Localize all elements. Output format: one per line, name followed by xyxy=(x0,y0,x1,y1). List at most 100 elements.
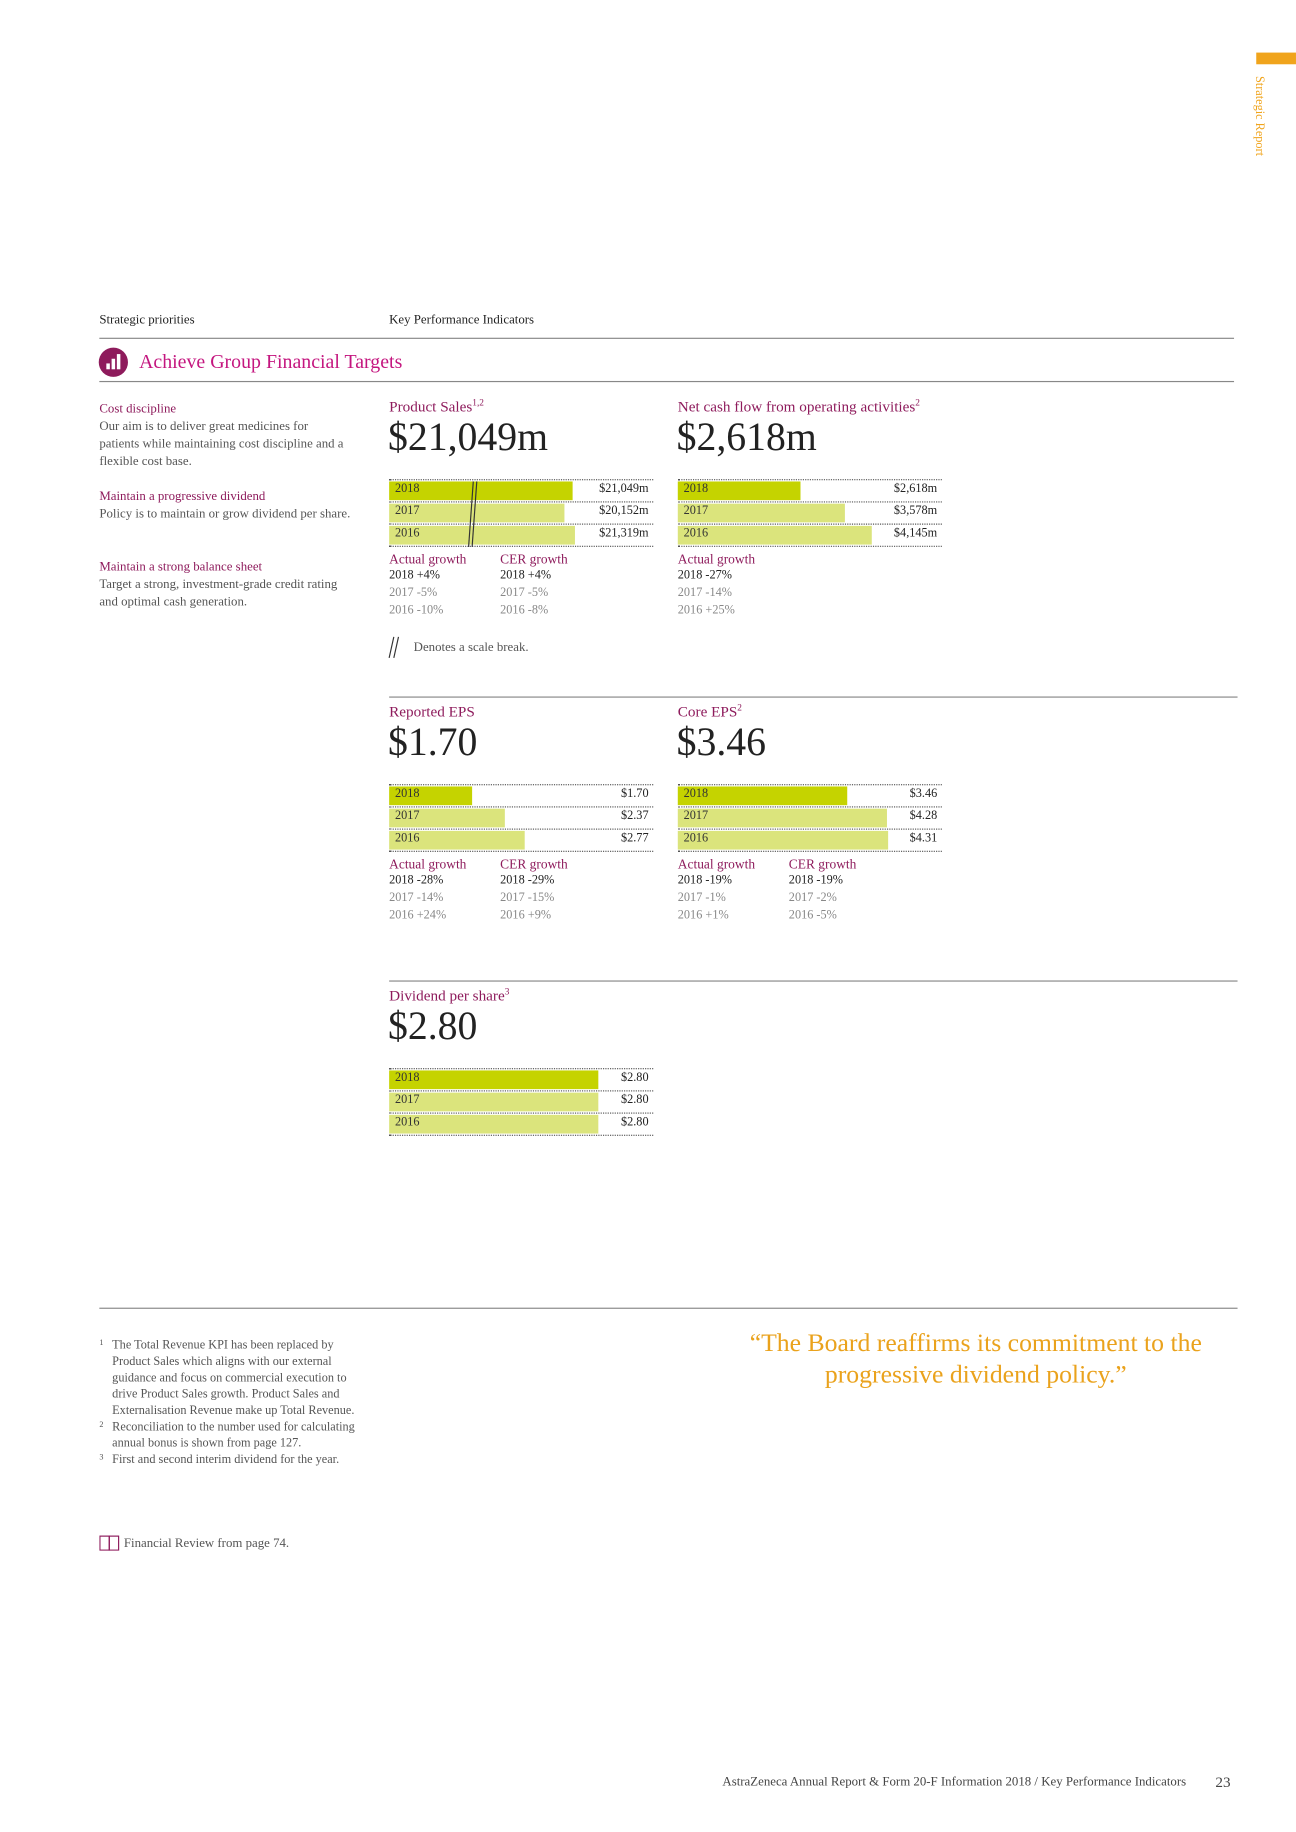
bar-value: $2,618m xyxy=(893,482,938,496)
page-number: 23 xyxy=(1215,1772,1231,1791)
growth-column: CER growth 2018 -29% 2017 -15% 2016 +9% xyxy=(500,858,568,925)
kpi-title-text: Dividend per share xyxy=(389,986,505,1005)
growth-row: 2018 -19% xyxy=(788,874,843,887)
bar-year: 2018 xyxy=(683,482,709,496)
bar-year: 2017 xyxy=(394,809,420,823)
bar-year: 2017 xyxy=(683,504,709,518)
growth-row: 2017 -5% xyxy=(500,586,549,600)
scale-break-icon xyxy=(388,636,400,659)
growth-row: 2016 -10% xyxy=(389,604,444,618)
footnote: 3 First and second interim dividend for t… xyxy=(99,1453,367,1469)
bar-value: $4,145m xyxy=(893,527,938,540)
rule xyxy=(99,1307,1238,1309)
bar-year: 2018 xyxy=(394,787,420,801)
bar-top-rule xyxy=(677,784,942,786)
growth-row: 2018 -28% xyxy=(389,874,444,887)
bar-year: 2017 xyxy=(394,1093,420,1107)
bar xyxy=(389,1070,599,1090)
bar-value: $2.80 xyxy=(620,1093,649,1107)
bar-year: 2018 xyxy=(683,787,709,801)
priority-text: Policy is to maintain or grow dividend p… xyxy=(99,507,351,522)
kpi-footnote-mark: 2 xyxy=(737,702,742,713)
bar-year: 2018 xyxy=(394,482,420,496)
bar-value: $1.70 xyxy=(620,787,649,801)
growth-row: 2017 -14% xyxy=(677,586,732,600)
bar-year: 2016 xyxy=(394,527,420,540)
bar xyxy=(389,808,506,828)
growth-row: 2016 +25% xyxy=(677,604,735,618)
growth-column: CER growth 2018 -19% 2017 -2% 2016 -5% xyxy=(789,858,857,925)
bar xyxy=(389,503,565,523)
growth-column: CER growth 2018 +4% 2017 -5% 2016 -8% xyxy=(500,553,568,620)
kpi-headline: $1.70 xyxy=(387,721,478,765)
growth-column: Actual growth 2018 -19% 2017 -1% 2016 +1% xyxy=(678,858,755,925)
kpi-footnote-mark: 3 xyxy=(504,986,510,997)
bar-year: 2017 xyxy=(683,809,709,823)
bar-top-rule xyxy=(389,1068,654,1070)
bar-value: $21,319m xyxy=(599,527,649,540)
footnote-text: Reconciliation to the number used for ca… xyxy=(112,1421,355,1451)
bar-year: 2016 xyxy=(683,832,709,845)
kpi-title: Core EPS2 xyxy=(678,702,742,721)
kpi-footnote-mark: 1,2 xyxy=(472,397,484,408)
bar-year: 2018 xyxy=(394,1071,420,1085)
bar-row: 2018 $2,618m xyxy=(677,480,942,503)
kpi-headline: $2,618m xyxy=(676,416,817,460)
footer-text: AstraZeneca Annual Report & Form 20-F In… xyxy=(722,1775,1187,1790)
footnote: 2 Reconciliation to the number used for c… xyxy=(99,1420,367,1453)
rule xyxy=(99,337,1235,339)
priority: Cost discipline Our aim is to deliver gre… xyxy=(99,401,350,471)
growth-title: Actual growth xyxy=(677,857,756,872)
kpi-headline: $2.80 xyxy=(387,1004,478,1049)
kpi-title-text: Net cash flow from operating activities xyxy=(677,397,916,416)
growth-row: 2017 -5% xyxy=(389,586,438,600)
rule xyxy=(99,380,1235,383)
footnote-mark: 2 xyxy=(99,1419,104,1430)
footnote-mark: 3 xyxy=(99,1452,104,1462)
priority: Maintain a strong balance sheet Target a … xyxy=(99,559,350,612)
bar xyxy=(677,830,889,850)
header-right: Key Performance Indicators xyxy=(389,313,535,328)
bar xyxy=(677,481,801,501)
growth-title: CER growth xyxy=(500,857,568,872)
growth-row: 2017 -1% xyxy=(677,891,726,905)
bar xyxy=(677,808,888,828)
bar xyxy=(389,481,573,501)
section-title: Achieve Group Financial Targets xyxy=(139,350,403,373)
bar-row: 2017 $3,578m xyxy=(677,502,942,525)
bar-year: 2016 xyxy=(394,832,420,845)
kpi-title-text: Product Sales xyxy=(389,397,473,416)
bar-row: 2018 $1.70 xyxy=(389,785,654,808)
growth-column: Actual growth 2018 -27% 2017 -14% 2016 +25% xyxy=(678,553,755,620)
reference: Financial Review from page 74. xyxy=(123,1536,290,1551)
bar-top-rule xyxy=(677,479,942,481)
header-left: Strategic priorities xyxy=(99,313,195,328)
bar-year: 2016 xyxy=(683,527,709,540)
side-tab xyxy=(1256,52,1296,65)
bar-value: $3,578m xyxy=(893,504,938,518)
bar-row: 2017 $2.37 xyxy=(389,808,654,830)
growth-row: 2016 +9% xyxy=(500,909,552,923)
growth-row: 2018 -27% xyxy=(677,569,732,582)
book-icon xyxy=(99,1535,120,1551)
growth-title: Actual growth xyxy=(677,552,756,567)
footnote: 1 The Total Revenue KPI has been replaced… xyxy=(99,1338,367,1420)
growth-title: Actual growth xyxy=(389,857,467,872)
bar-value: $4.31 xyxy=(909,832,938,845)
kpi-title: Net cash flow from operating activities2 xyxy=(678,397,920,416)
bar-row: 2018 $2.80 xyxy=(389,1069,654,1092)
bar xyxy=(389,1114,599,1134)
bar xyxy=(677,786,848,806)
kpi-footnote-mark: 2 xyxy=(915,397,920,408)
quote: “The Board reaffirms its commitment to t… xyxy=(749,1327,1202,1389)
bar-row: 2017 $20,152m xyxy=(389,502,654,525)
bar-row: 2016 $2.80 xyxy=(389,1114,654,1136)
bar xyxy=(389,786,473,806)
growth-row: 2018 -19% xyxy=(677,874,732,887)
bar-value: $2.80 xyxy=(620,1071,649,1085)
priority-title: Maintain a progressive dividend xyxy=(99,489,266,504)
bar-value: $4.28 xyxy=(909,809,938,823)
bar-row: 2016 $21,319m xyxy=(389,525,654,547)
priority-title: Cost discipline xyxy=(99,401,177,417)
